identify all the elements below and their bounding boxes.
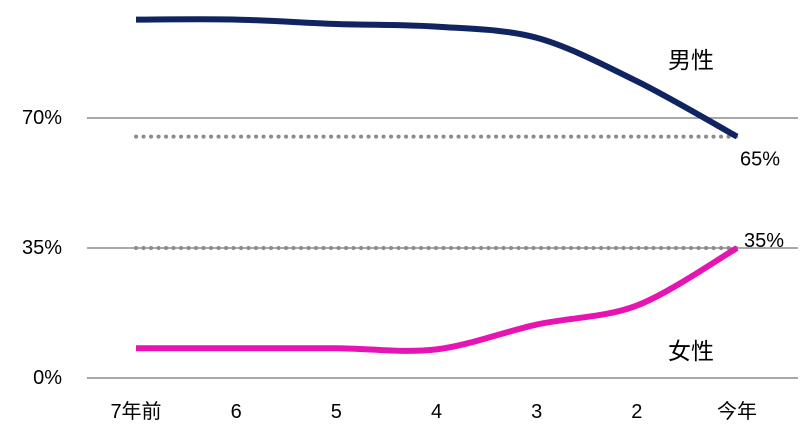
x-tick-label: 今年 — [717, 400, 757, 423]
y-tick-label: 70% — [22, 107, 62, 129]
x-tick-label: 3 — [531, 401, 542, 423]
x-tick-label: 2 — [631, 401, 642, 423]
reference-lines — [134, 134, 739, 250]
series-lines — [135, 16, 739, 354]
y-tick-label: 0% — [33, 367, 62, 389]
y-axis-tick-labels: 0% 35% 70% — [22, 107, 62, 389]
x-axis-tick-labels: 7年前 6 5 4 3 2 今年 — [110, 400, 757, 423]
end-value-label: 35% — [744, 230, 784, 252]
series-line-1 — [136, 245, 739, 354]
x-tick-label: 6 — [231, 401, 242, 423]
y-tick-label: 35% — [22, 237, 62, 259]
series-name-label: 女性 — [668, 338, 714, 364]
series-name-label: 男性 — [668, 47, 714, 73]
x-tick-label: 7年前 — [110, 400, 161, 423]
x-tick-label: 4 — [431, 401, 442, 423]
end-value-label: 65% — [740, 149, 780, 171]
x-tick-label: 5 — [331, 401, 342, 423]
series-line-0 — [135, 16, 739, 140]
